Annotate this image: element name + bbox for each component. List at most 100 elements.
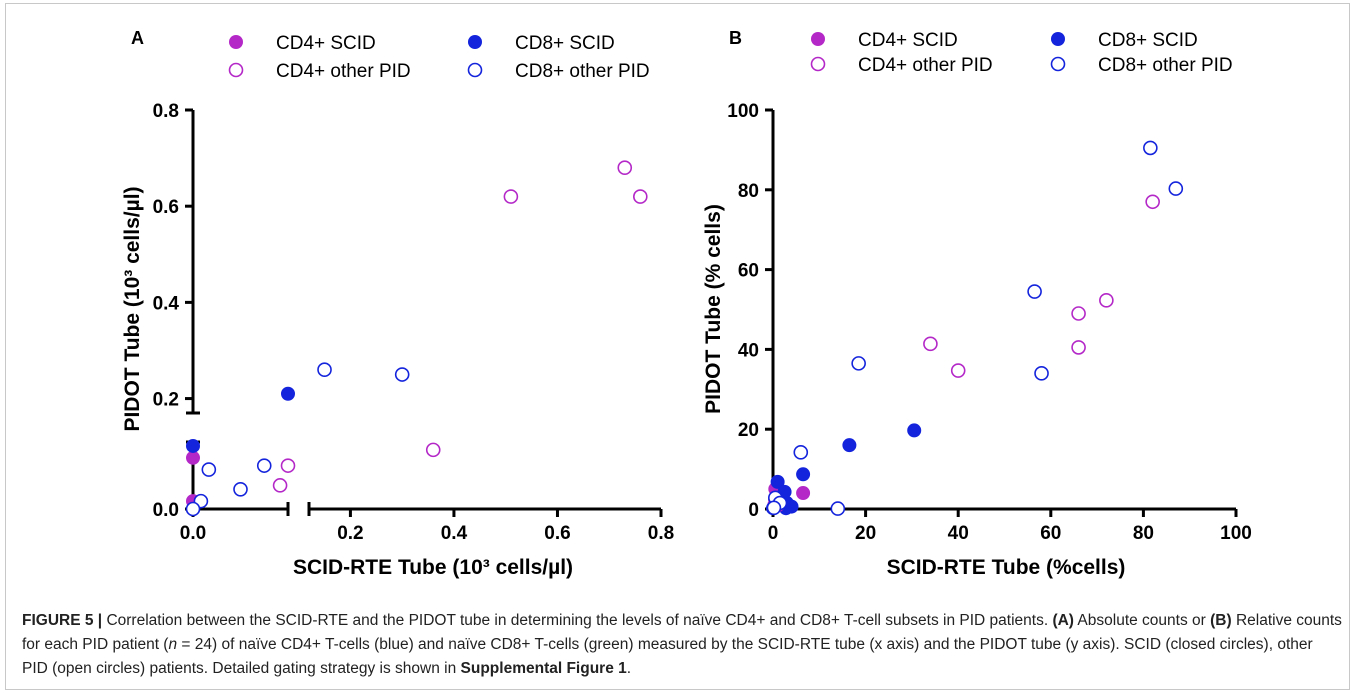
legend-label: CD8+ other PID (1098, 55, 1233, 76)
y-tick-label: 0.6 (153, 197, 179, 218)
data-point (1168, 181, 1184, 196)
data-point (425, 442, 441, 458)
series-cd8-other-pid (185, 362, 410, 517)
y-tick-label: 0 (748, 500, 759, 521)
caption-text-1: Correlation between the SCID-RTE and the… (102, 612, 1053, 629)
data-point (272, 478, 288, 493)
caption-supplemental-link[interactable]: Supplemental Figure 1 (460, 660, 627, 677)
legend-marker (1051, 32, 1065, 46)
legend-marker (467, 62, 483, 78)
x-tick-label: 0.4 (441, 523, 468, 544)
legend-marker (229, 35, 243, 49)
caption-text-3: Relative counts for each PID patient ( (22, 612, 1342, 653)
x-tick-label: 100 (1220, 523, 1252, 544)
figure-charts: A 0.0 0.2 0.4 0.6 0.8 0.0 0.2 0.4 0.6 0.8 SCID-RTE … (121, 28, 1252, 579)
x-tick-label: 0 (768, 523, 779, 544)
legend-label: CD8+ SCID (515, 33, 615, 54)
data-point (256, 458, 272, 473)
legend-marker (1050, 56, 1066, 72)
data-point (280, 458, 296, 473)
data-point (281, 386, 295, 401)
y-axis-title: PIDOT Tube (10³ cells/µl) (121, 186, 144, 431)
data-point (796, 486, 811, 501)
panel-label: B (729, 28, 742, 48)
y-tick-label: 0.4 (153, 293, 180, 314)
legend-item: CD8+ SCID (1051, 30, 1198, 51)
data-point (186, 438, 200, 453)
x-tick-label: 60 (1040, 523, 1061, 544)
legend-marker (811, 32, 825, 46)
legend-label: CD4+ SCID (276, 33, 376, 54)
data-point (632, 189, 648, 204)
data-point (503, 189, 519, 204)
legend-item: CD4+ SCID (811, 30, 958, 51)
data-point (394, 367, 410, 382)
y-tick-label: 20 (738, 420, 759, 441)
legend-marker (810, 56, 826, 72)
legend-marker (468, 35, 482, 49)
caption-figure-label: FIGURE 5 | (22, 612, 103, 629)
series-cd8-scid (766, 423, 922, 516)
data-point (770, 474, 785, 489)
x-axis-title: SCID-RTE Tube (%cells) (887, 556, 1126, 579)
data-point (317, 362, 332, 378)
x-tick-label: 20 (855, 523, 876, 544)
y-tick-label: 100 (727, 101, 759, 122)
legend-label: CD8+ other PID (515, 61, 650, 82)
data-point (1145, 194, 1160, 210)
y-tick-label: 0.0 (153, 500, 179, 521)
caption-panel-a: (A) (1052, 612, 1074, 629)
y-tick-label: 0.2 (153, 390, 179, 411)
series-cd4-other-pid (272, 160, 648, 493)
legend-item: CD4+ other PID (228, 61, 411, 82)
data-point (793, 445, 809, 460)
axes (765, 108, 1238, 517)
legend: CD4+ SCID CD8+ SCID CD4+ other PID CD8+ oth… (810, 30, 1233, 76)
data-point (233, 481, 248, 497)
caption-text-2: Absolute counts or (1073, 612, 1211, 629)
x-tick-label: 0.2 (337, 523, 363, 544)
data-point (923, 336, 938, 352)
figure-caption: FIGURE 5 | Correlation between the SCID-… (22, 609, 1342, 681)
legend-item: CD8+ SCID (468, 33, 615, 54)
x-tick-label: 40 (948, 523, 969, 544)
legend: CD4+ SCID CD8+ SCID CD4+ other PID CD8+ oth… (228, 33, 650, 82)
legend-label: CD8+ SCID (1098, 30, 1198, 51)
legend-item: CD4+ SCID (229, 33, 376, 54)
data-point (1143, 140, 1158, 156)
panel-b: B 0 20 40 60 80 100 0 20 40 60 80 100 SCID-RTE Tube (… (702, 28, 1252, 579)
legend-label: CD4+ other PID (276, 61, 411, 82)
y-tick-label: 60 (738, 261, 759, 282)
caption-text-4: = 24) of naïve CD4+ T-cells (blue) and n… (22, 636, 1313, 677)
legend-item: CD8+ other PID (1050, 55, 1233, 76)
y-axis-title: PIDOT Tube (% cells) (702, 204, 725, 414)
data-point (1034, 366, 1049, 381)
series-cd4-other-pid (768, 194, 1160, 513)
legend-label: CD4+ other PID (858, 55, 993, 76)
data-point (1071, 306, 1086, 321)
x-axis-title: SCID-RTE Tube (10³ cells/µl) (293, 556, 573, 579)
caption-n: n (168, 636, 178, 653)
series-cd8-other-pid (766, 140, 1184, 516)
legend-label: CD4+ SCID (858, 30, 958, 51)
y-tick-label: 40 (738, 340, 759, 361)
data-point (186, 450, 200, 465)
data-point (1027, 284, 1042, 299)
panel-a: A 0.0 0.2 0.4 0.6 0.8 0.0 0.2 0.4 0.6 0.8 SCID-RTE … (121, 28, 674, 579)
data-point (1071, 340, 1086, 355)
caption-text-5: . (626, 660, 632, 677)
caption-panel-b: (B) (1210, 612, 1232, 629)
legend-item: CD4+ other PID (810, 55, 993, 76)
data-point (950, 363, 966, 378)
data-point (830, 501, 846, 516)
y-tick-label: 80 (738, 181, 759, 202)
data-point (796, 467, 811, 482)
series-cd8-scid (186, 386, 295, 453)
legend-marker (228, 62, 244, 78)
legend-item: CD8+ other PID (467, 61, 650, 82)
x-tick-label: 0.8 (648, 523, 674, 544)
data-point (907, 423, 922, 438)
data-point (201, 462, 217, 477)
data-point (766, 500, 782, 516)
x-tick-label: 0.6 (544, 523, 570, 544)
